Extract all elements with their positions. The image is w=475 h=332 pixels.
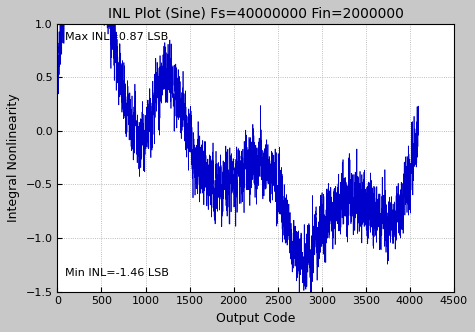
Title: INL Plot (Sine) Fs=40000000 Fin=2000000: INL Plot (Sine) Fs=40000000 Fin=2000000: [108, 7, 404, 21]
Text: Min INL=-1.46 LSB: Min INL=-1.46 LSB: [65, 268, 169, 278]
X-axis label: Output Code: Output Code: [216, 312, 295, 325]
Text: Max INL=0.87 LSB: Max INL=0.87 LSB: [65, 32, 169, 42]
Y-axis label: Integral Nonlinearity: Integral Nonlinearity: [7, 93, 20, 222]
